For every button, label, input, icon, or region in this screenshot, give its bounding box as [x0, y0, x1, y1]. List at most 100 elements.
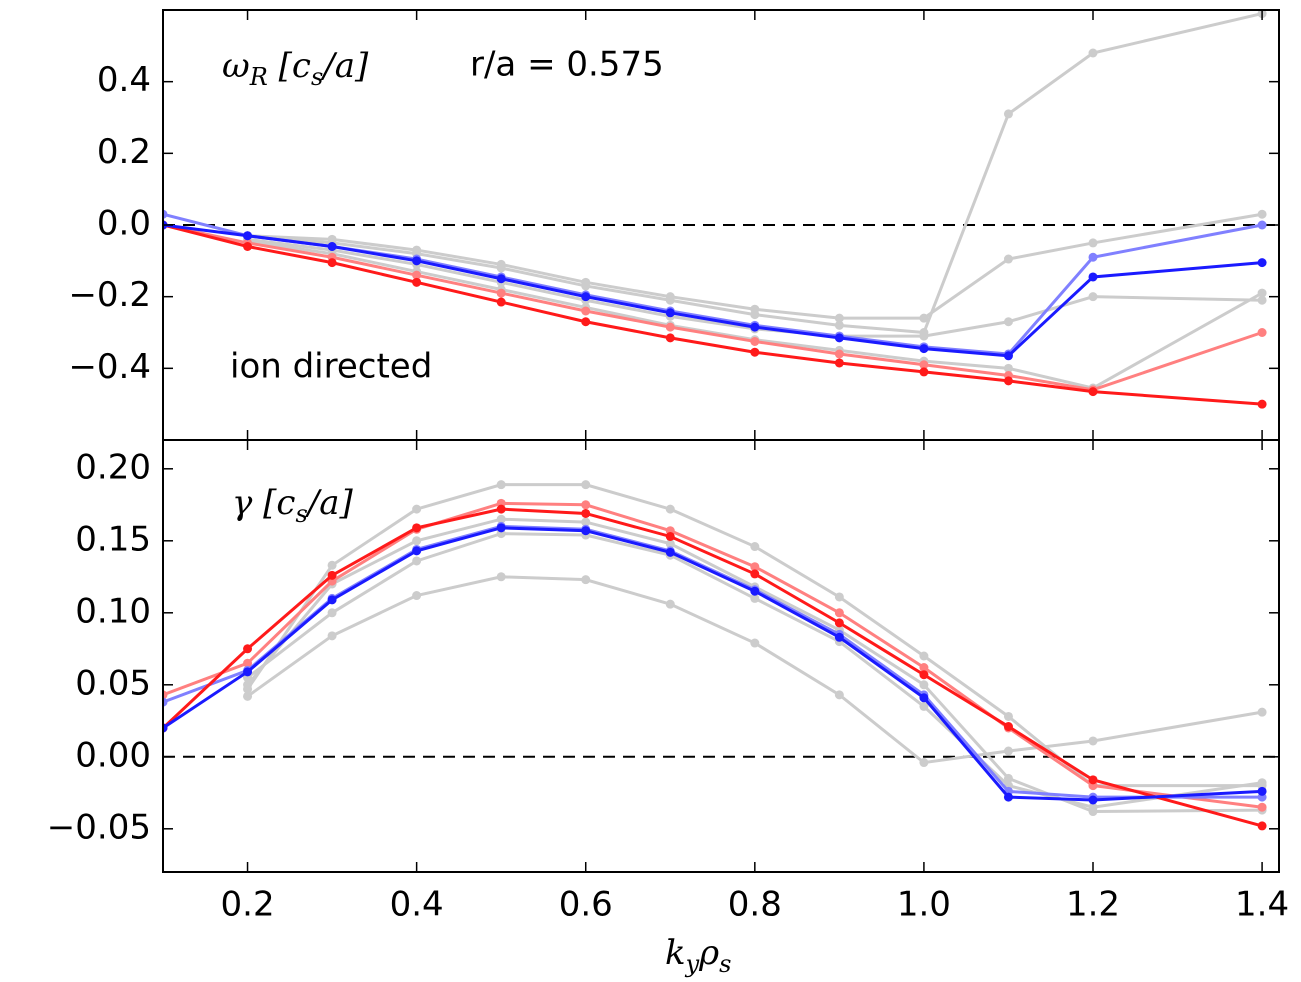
x-tick-label: 0.4: [390, 885, 444, 925]
data-point: [665, 539, 675, 549]
label-part: [c: [268, 46, 311, 86]
series-line: [163, 501, 1263, 809]
y-tick-label: 0.05: [75, 663, 151, 703]
x-tick-label: 0.8: [728, 885, 782, 925]
data-point: [665, 333, 675, 343]
panel-label: γ [cs/a]: [232, 483, 354, 528]
data-point: [412, 546, 422, 556]
data-point: [750, 322, 760, 332]
data-point: [665, 308, 675, 318]
data-point: [1257, 328, 1267, 337]
data-point: [412, 556, 422, 566]
y-tick-label: 0.10: [75, 591, 151, 631]
series-line: [246, 575, 1263, 765]
data-point: [581, 526, 591, 536]
y-tick-label: 0.20: [75, 447, 151, 487]
data-point: [750, 586, 760, 596]
data-point: [1257, 258, 1267, 268]
data-point: [919, 360, 929, 370]
data-point: [327, 570, 337, 580]
data-point: [1088, 736, 1098, 746]
data-point: [750, 638, 760, 648]
panel: −0.4 −0.2 0.0 0.2 0.4 ωR [cs/a] r/a = 0.575 ion…: [68, 9, 1280, 441]
data-point: [581, 306, 591, 316]
data-point: [750, 336, 760, 346]
label-part: ω: [222, 46, 250, 86]
data-point: [1257, 821, 1267, 831]
data-point: [1257, 778, 1267, 788]
label-part: [c: [252, 483, 295, 523]
data-point: [1003, 317, 1013, 327]
x-axis-label: kyρs: [665, 933, 732, 978]
data-point: [581, 317, 591, 327]
series-line: [247, 237, 1263, 338]
y-tick-label: 0.00: [75, 735, 151, 775]
label-part: ρ: [698, 933, 719, 973]
data-point: [412, 504, 422, 514]
data-point: [1088, 48, 1098, 58]
data-point: [1257, 288, 1267, 298]
data-point: [243, 667, 253, 677]
data-point: [919, 651, 929, 661]
data-point: [327, 234, 337, 244]
subtitle: r/a = 0.575: [470, 45, 664, 85]
data-point: [1257, 802, 1267, 812]
data-point: [750, 542, 760, 552]
label-part: s: [311, 63, 323, 91]
data-point: [1257, 220, 1267, 230]
annotation: ion directed: [230, 347, 432, 387]
data-point: [243, 231, 253, 241]
data-point: [581, 575, 591, 585]
x-tick-label: 1.0: [897, 885, 951, 925]
data-point: [919, 344, 929, 354]
data-point: [919, 331, 929, 341]
label-part: s: [719, 950, 731, 978]
panel: −0.05 0.00 0.05 0.10 0.15 0.20 0.2 0.4 0.6 0.8 1.0…: [47, 439, 1289, 978]
data-point: [1003, 722, 1013, 732]
data-point: [919, 367, 929, 377]
data-point: [496, 572, 506, 582]
data-point: [1003, 746, 1013, 756]
data-point: [750, 593, 760, 603]
y-tick-label: −0.2: [68, 275, 151, 315]
data-point: [834, 632, 844, 642]
series-line: [247, 212, 1263, 320]
data-point: [665, 599, 675, 609]
data-point: [581, 517, 591, 527]
data-point: [834, 358, 844, 368]
data-point: [1003, 254, 1013, 264]
data-point: [1003, 109, 1013, 119]
data-point: [1257, 786, 1267, 796]
x-tick-label: 1.4: [1235, 885, 1289, 925]
series-line: [246, 532, 1263, 809]
data-point: [581, 500, 591, 510]
data-point: [412, 277, 422, 287]
y-tick-label: −0.05: [47, 807, 151, 847]
x-tick-label: 0.2: [221, 885, 275, 925]
data-point: [919, 701, 929, 711]
data-point: [496, 523, 506, 533]
data-point: [750, 569, 760, 579]
data-point: [1257, 295, 1267, 305]
data-point: [1088, 807, 1098, 817]
data-point: [412, 523, 422, 533]
data-point: [1257, 707, 1267, 717]
data-point: [243, 680, 253, 690]
data-point: [750, 347, 760, 357]
data-point: [919, 313, 929, 323]
data-point: [919, 693, 929, 703]
series-group: [163, 480, 1267, 831]
data-point: [581, 277, 591, 287]
y-tick-label: 0.4: [97, 60, 151, 100]
data-point: [834, 313, 844, 323]
series-line: [163, 526, 1263, 802]
plot-frame: [162, 439, 1280, 873]
data-point: [496, 297, 506, 307]
data-point: [163, 697, 168, 707]
data-point: [163, 209, 168, 219]
label-part: k: [665, 933, 686, 973]
data-point: [327, 631, 337, 641]
y-tick-label: 0.15: [75, 519, 151, 559]
data-point: [1088, 272, 1098, 282]
data-point: [1088, 252, 1098, 262]
